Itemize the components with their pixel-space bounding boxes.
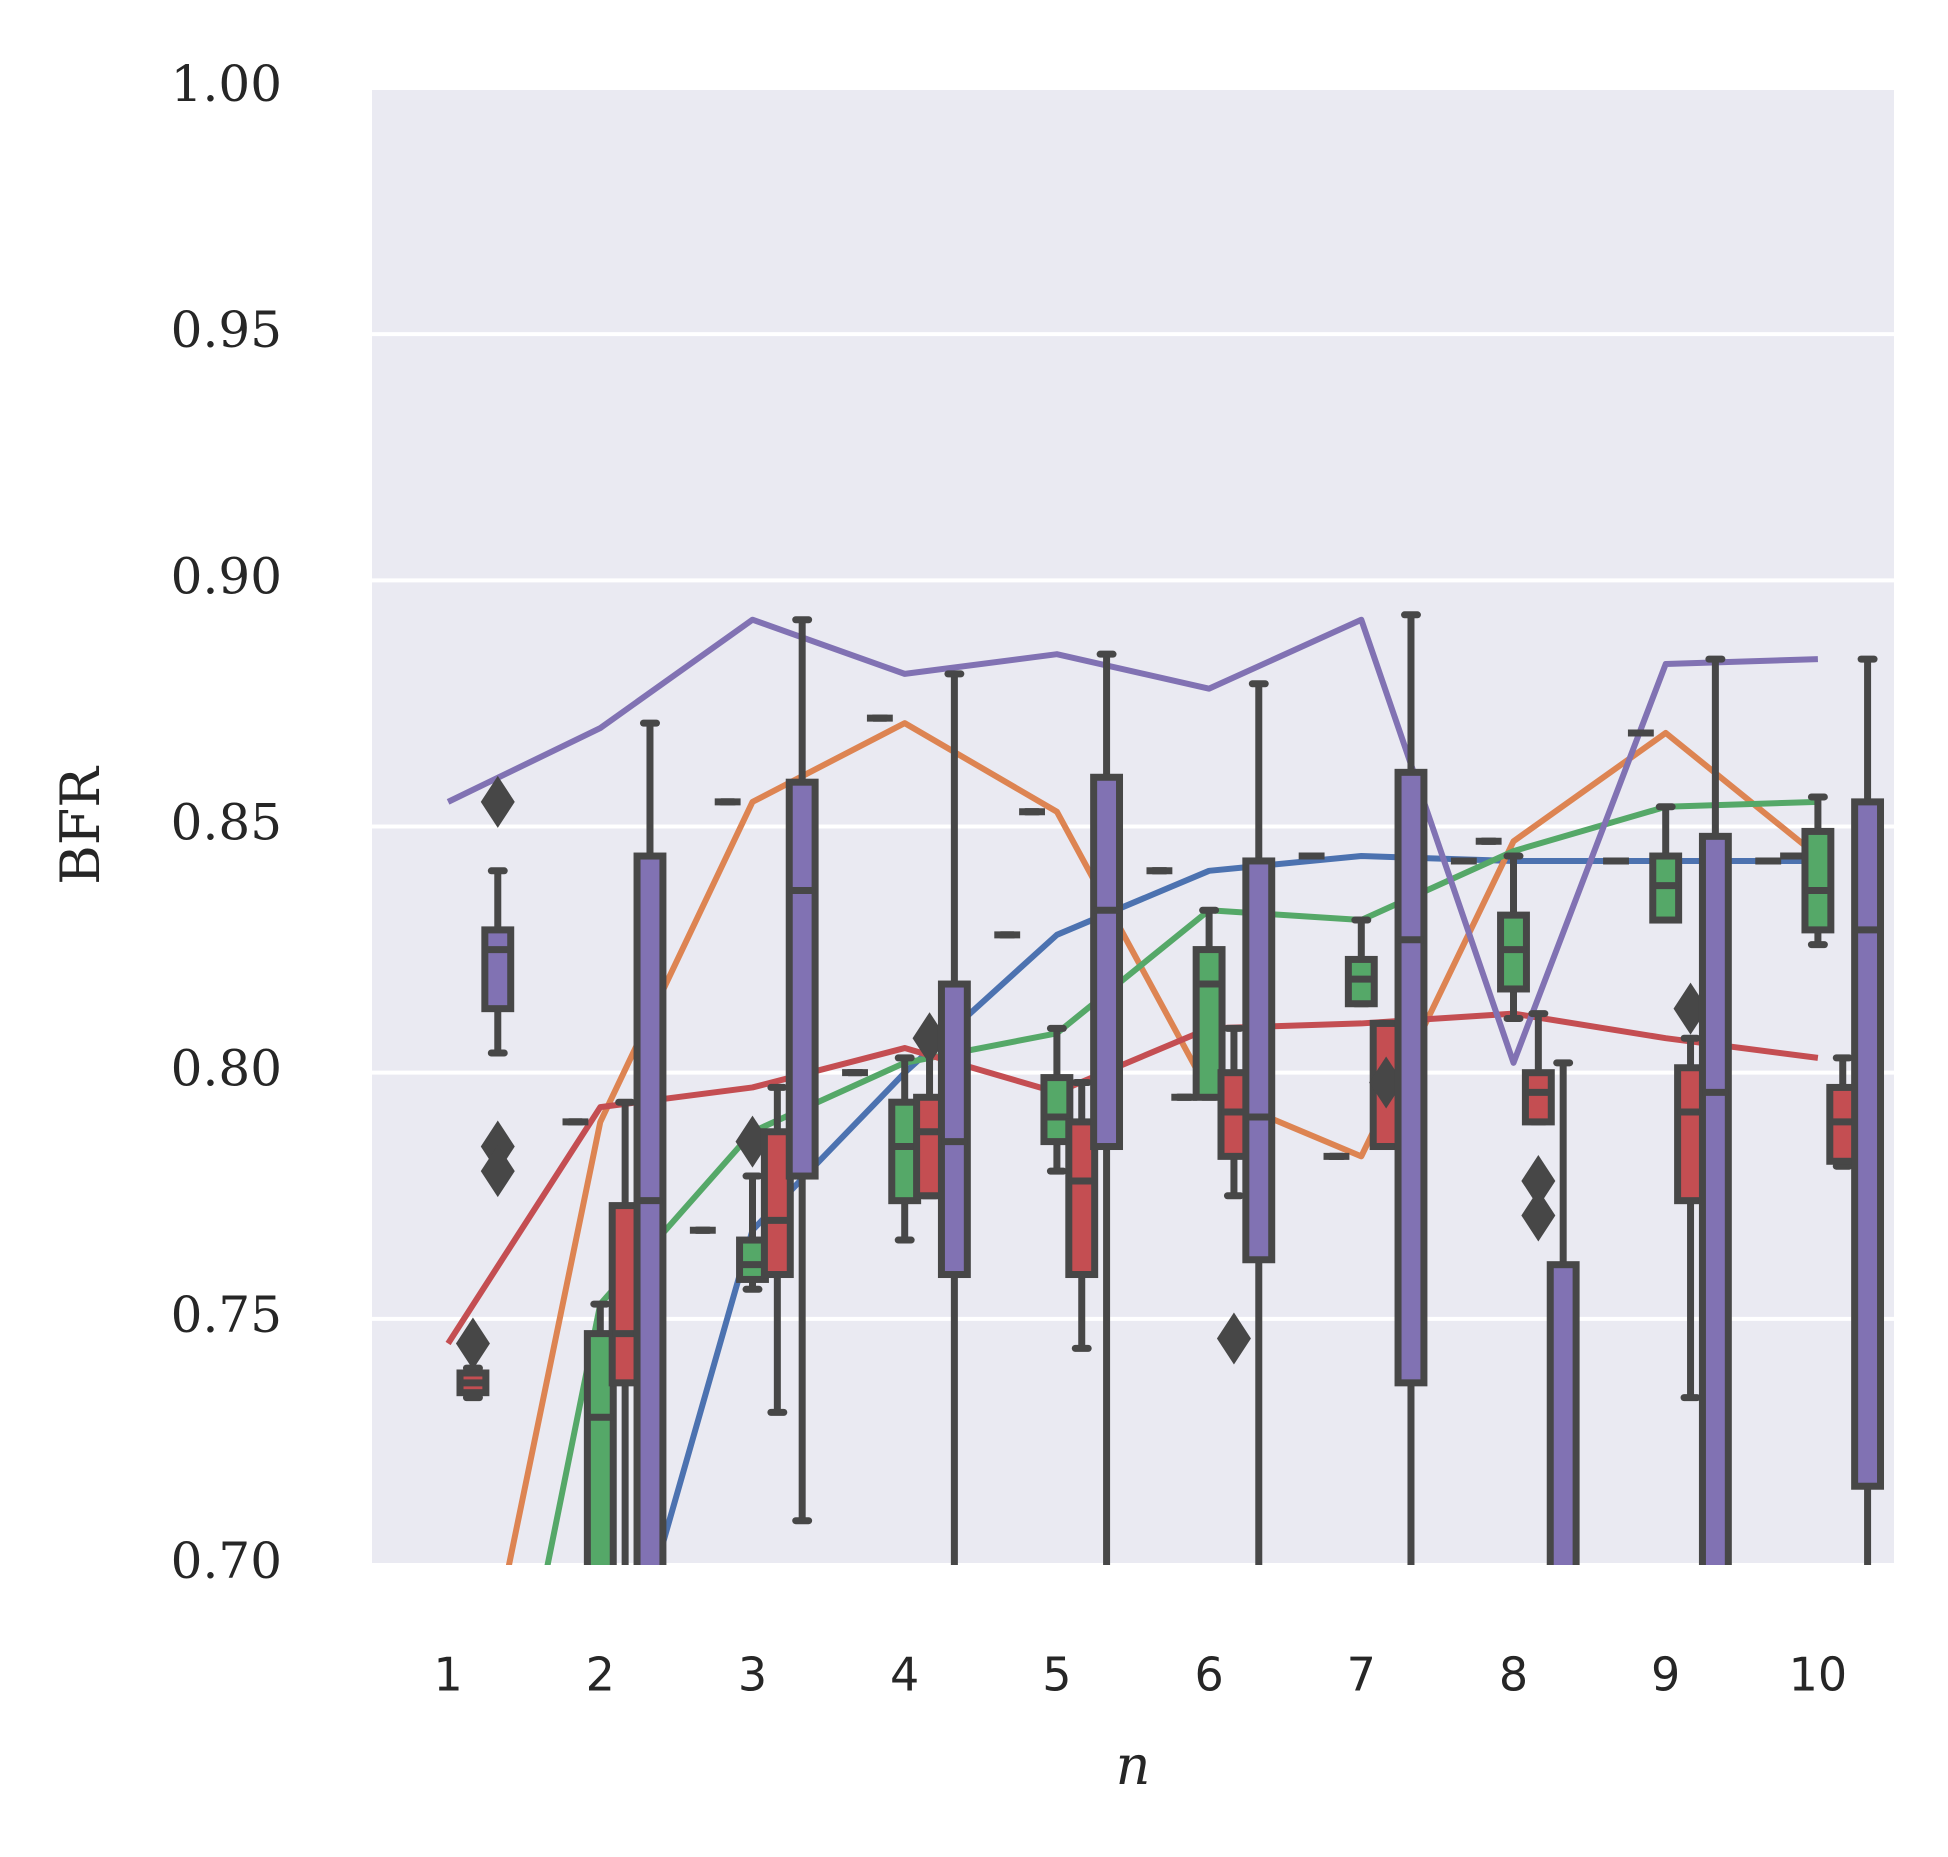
box [1090,773,1124,1151]
y-tick-label: 0.75 [171,1286,282,1344]
flier [1521,1189,1556,1242]
y-tick-label: 0.80 [171,1040,282,1098]
box [1394,768,1428,1387]
series-line [505,720,1820,1565]
y-tick-label: 0.85 [171,794,282,852]
x-tick-label: 9 [1651,1648,1680,1702]
box [1065,1118,1099,1279]
flier [1521,1154,1556,1207]
flier [480,775,515,828]
box [937,980,971,1279]
box [1521,1069,1555,1126]
x-tick-label: 10 [1789,1648,1848,1702]
x-tick-label: 2 [586,1648,615,1702]
x-tick-label: 5 [1042,1648,1071,1702]
box [1546,1261,1580,1565]
y-tick-label: 0.70 [171,1532,282,1590]
x-axis-label: n [1116,1734,1151,1797]
x-tick-label: 1 [433,1648,462,1702]
box [1801,827,1835,934]
labels: 0.70 0.75 0.80 0.85 0.90 0.95 1.00 1 2 3 4 5 6 7 8 9 10 [171,55,1848,1702]
y-tick-label: 0.90 [171,547,282,605]
x-tick-label: 4 [890,1648,919,1702]
x-tick-label: 3 [738,1648,767,1702]
y-tick-label: 1.00 [171,55,282,113]
box [633,852,667,1565]
box [1851,798,1885,1490]
box [481,926,515,1013]
series-line [445,1010,1819,1346]
flier [480,1145,515,1198]
series-line [544,798,1818,1565]
x-tick-label: 6 [1194,1648,1223,1702]
plot-area [445,611,1885,1565]
series-line [446,616,1818,1066]
x-tick-label: 8 [1499,1648,1528,1702]
box [1698,832,1732,1565]
y-tick-label: 0.95 [171,301,282,359]
box [1242,857,1276,1264]
y-axis-label: BFR [49,766,112,885]
box [785,778,819,1180]
flier [1216,1312,1251,1365]
x-tick-label: 7 [1347,1648,1376,1702]
flier [455,1317,490,1370]
